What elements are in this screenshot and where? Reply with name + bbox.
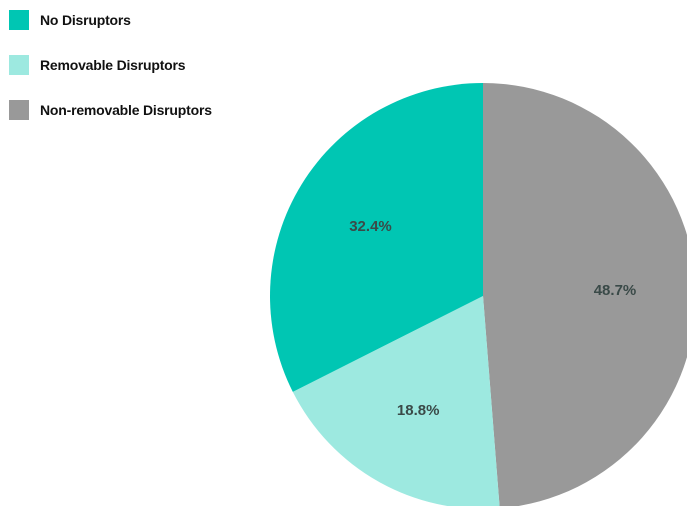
pie-slice-no-disruptors (270, 83, 483, 392)
legend-label-no-disruptors: No Disruptors (40, 12, 131, 28)
legend-item-removable-disruptors: Removable Disruptors (9, 55, 212, 75)
legend-label-non-removable-disruptors: Non-removable Disruptors (40, 102, 212, 118)
legend-label-removable-disruptors: Removable Disruptors (40, 57, 186, 73)
pie-slices (270, 83, 687, 506)
legend-swatch-removable-disruptors (9, 55, 29, 75)
pie-label-no-disruptors: 32.4% (349, 218, 392, 235)
legend-swatch-non-removable-disruptors (9, 100, 29, 120)
pie-label-removable-disruptors: 18.8% (397, 402, 440, 419)
legend-swatch-no-disruptors (9, 10, 29, 30)
legend-item-no-disruptors: No Disruptors (9, 10, 212, 30)
pie-slice-non-removable-disruptors (483, 83, 687, 506)
pie-labels: 48.7% 18.8% 32.4% (349, 218, 636, 419)
legend-item-non-removable-disruptors: Non-removable Disruptors (9, 100, 212, 120)
pie-label-non-removable-disruptors: 48.7% (594, 282, 637, 299)
pie-slice-removable-disruptors (292, 296, 500, 506)
legend: No Disruptors Removable Disruptors Non-r… (9, 10, 212, 145)
